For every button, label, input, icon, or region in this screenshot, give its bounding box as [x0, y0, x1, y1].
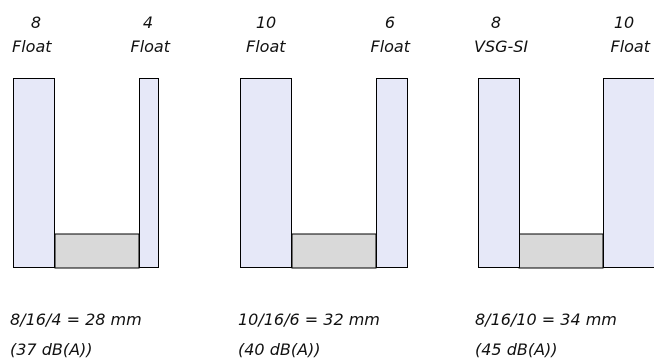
unit1-spacer-gap — [55, 234, 139, 268]
unit2-cross-section — [241, 79, 408, 269]
unit1-formula: 8/16/4 = 28 mm — [10, 310, 142, 330]
unit2-formula: 10/16/6 = 32 mm — [238, 310, 380, 330]
unit2-spacer-gap — [292, 234, 376, 268]
unit3-formula: 8/16/10 = 34 mm — [475, 310, 617, 330]
unit1-left-pane — [14, 79, 55, 268]
unit3-right-pane — [604, 79, 654, 268]
unit1-right-pane — [140, 79, 159, 268]
unit3-rating: (45 dB(A)) — [475, 340, 558, 360]
unit3-spacer-gap — [519, 234, 603, 268]
unit1-rating: (37 dB(A)) — [10, 340, 93, 360]
unit3-cross-section — [479, 79, 654, 269]
unit2-right-pane — [377, 79, 408, 268]
unit2-rating: (40 dB(A)) — [238, 340, 321, 360]
unit3-left-pane — [479, 79, 520, 268]
unit2-left-pane — [241, 79, 292, 268]
unit1-cross-section — [14, 79, 159, 269]
